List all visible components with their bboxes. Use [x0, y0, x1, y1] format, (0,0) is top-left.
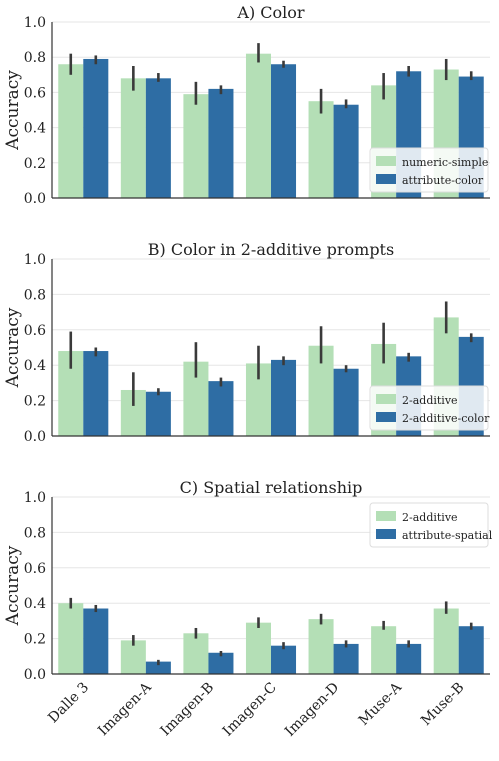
bar: [333, 368, 359, 436]
y-tick-label: 0.4: [24, 121, 46, 137]
bar: [120, 78, 146, 198]
bar: [333, 643, 359, 674]
legend-box: [369, 147, 489, 193]
legend-label: 2-additive-color: [402, 412, 490, 425]
y-tick-label: 0.6: [24, 85, 46, 101]
bar: [458, 626, 484, 674]
y-axis-label: Accuracy: [3, 70, 23, 151]
legend-swatch: [376, 529, 396, 539]
legend-swatch: [376, 174, 396, 184]
x-tick-label: Muse-A: [356, 679, 406, 729]
panel-3: 0.0 0.2 0.4 0.6 0.8 1.0 C) Spatial relationshi…: [3, 478, 493, 740]
bar: [433, 608, 459, 674]
bar: [58, 64, 84, 199]
bar: [145, 661, 171, 674]
bar: [371, 626, 397, 674]
legend-label: 2-additive: [402, 394, 458, 407]
bar: [245, 622, 271, 674]
chart-title: B) Color in 2-additive prompts: [148, 240, 394, 259]
y-axis-label: Accuracy: [3, 545, 23, 626]
bar: [308, 619, 334, 674]
y-tick-label: 0.4: [24, 358, 46, 374]
bar: [145, 78, 171, 198]
bar: [120, 640, 146, 674]
bar: [83, 351, 109, 436]
legend-box: [369, 385, 489, 431]
y-tick-label: 0.8: [24, 287, 46, 303]
x-tick-label: Imagen-B: [158, 680, 218, 740]
bar: [58, 603, 84, 674]
legend-swatch: [376, 156, 396, 166]
y-tick-label: 0.4: [24, 596, 46, 612]
legend-label: attribute-spatial: [402, 529, 493, 542]
y-tick-label: 1.0: [24, 15, 46, 31]
chart-title: A) Color: [236, 3, 305, 22]
legend: numeric-simple attribute-color: [369, 147, 489, 193]
bar: [183, 94, 209, 198]
bar: [308, 101, 334, 198]
y-tick-label: 0.2: [24, 632, 46, 648]
bar: [271, 64, 297, 199]
y-tick-label: 0.0: [24, 667, 46, 683]
y-tick-label: 1.0: [24, 490, 46, 506]
bar: [145, 391, 171, 436]
chart-title: C) Spatial relationship: [180, 478, 363, 497]
bar: [271, 359, 297, 436]
bar: [333, 104, 359, 198]
legend-swatch: [376, 412, 396, 422]
y-tick-label: 0.8: [24, 525, 46, 541]
x-tick-label: Imagen-C: [220, 680, 280, 740]
bar: [245, 53, 271, 199]
y-tick-label: 0.2: [24, 156, 46, 172]
bar: [208, 88, 234, 198]
y-tick-label: 0.6: [24, 561, 46, 577]
x-tick-label: Imagen-A: [95, 679, 155, 739]
legend-swatch: [376, 511, 396, 521]
y-tick-label: 0.0: [24, 429, 46, 445]
legend-label: attribute-color: [402, 174, 484, 187]
bar: [183, 633, 209, 674]
x-tick-label: Imagen-D: [282, 680, 342, 740]
legend-label: numeric-simple: [402, 156, 488, 169]
y-tick-label: 0.2: [24, 394, 46, 410]
legend: 2-additive attribute-spatial: [369, 502, 493, 548]
y-tick-label: 0.0: [24, 191, 46, 207]
y-tick-label: 1.0: [24, 252, 46, 268]
bar: [208, 652, 234, 674]
panel-2: 0.0 0.2 0.4 0.6 0.8 1.0 B) Color in 2-additive…: [3, 240, 490, 445]
legend: 2-additive 2-additive-color: [369, 385, 490, 431]
bar: [83, 58, 109, 199]
bar: [83, 608, 109, 674]
legend-swatch: [376, 394, 396, 404]
bar: [271, 645, 297, 674]
x-tick-label: Muse-B: [418, 680, 467, 729]
bar: [208, 381, 234, 436]
legend-label: 2-additive: [402, 511, 458, 524]
legend-box: [369, 502, 489, 548]
y-tick-label: 0.8: [24, 50, 46, 66]
y-axis-label: Accuracy: [3, 307, 23, 388]
x-tick-label: Dalle 3: [45, 680, 92, 727]
y-tick-label: 0.6: [24, 323, 46, 339]
bar: [396, 643, 422, 674]
panel-1: 0.0 0.2 0.4 0.6 0.8 1.0 A) Color Accuracy numeri…: [3, 3, 490, 207]
